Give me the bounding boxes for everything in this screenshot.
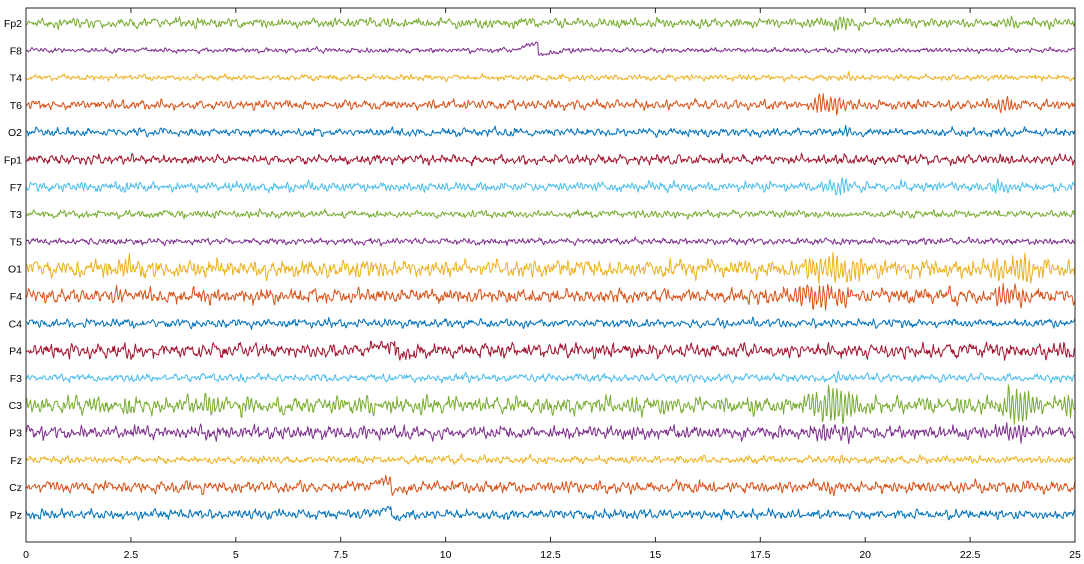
trace-t4 xyxy=(25,71,1076,83)
x-tick-label: 20 xyxy=(859,549,871,561)
x-tick-label: 15 xyxy=(650,549,662,561)
trace-o2 xyxy=(25,124,1076,138)
x-tick-label: 17.5 xyxy=(750,549,771,561)
trace-fp1 xyxy=(25,152,1076,167)
trace-c4 xyxy=(25,316,1076,330)
channel-label-pz: Pz xyxy=(10,509,22,521)
x-tick-label: 0 xyxy=(23,549,29,561)
channel-label-c3: C3 xyxy=(9,400,23,412)
trace-t6 xyxy=(25,93,1076,116)
trace-f3 xyxy=(25,370,1076,384)
channel-label-cz: Cz xyxy=(9,482,22,494)
x-tick-label: 7.5 xyxy=(333,549,348,561)
plot-frame xyxy=(25,7,1076,543)
trace-t3 xyxy=(25,208,1076,220)
x-tick-label: 10 xyxy=(440,549,452,561)
trace-f4 xyxy=(25,282,1076,311)
x-tick-label: 22.5 xyxy=(960,549,981,561)
trace-fp2 xyxy=(25,15,1076,32)
channel-label-c4: C4 xyxy=(9,318,23,330)
trace-fz xyxy=(25,453,1076,465)
channel-label-p4: P4 xyxy=(9,346,22,358)
x-tick-label: 12.5 xyxy=(540,549,561,561)
channel-label-o2: O2 xyxy=(8,127,22,139)
channel-label-p3: P3 xyxy=(9,428,22,440)
x-tick-label: 25 xyxy=(1069,549,1081,561)
channel-label-o1: O1 xyxy=(8,264,22,276)
trace-pz xyxy=(25,505,1076,522)
channel-label-t5: T5 xyxy=(10,236,22,248)
trace-t5 xyxy=(25,236,1076,247)
channel-labels-group: Fp2 F8 T4 T6 O2 Fp1 F7 T3 T5 O1 F4 C4 P4 F3 C3 P3 Fz Cz Pz xyxy=(4,18,22,521)
trace-p3 xyxy=(25,422,1076,445)
trace-f8 xyxy=(25,41,1076,57)
channel-label-t3: T3 xyxy=(10,209,22,221)
channel-label-fp1: Fp1 xyxy=(4,155,22,167)
channel-label-t6: T6 xyxy=(10,100,22,112)
trace-f7 xyxy=(25,177,1076,196)
traces-group xyxy=(25,15,1076,522)
channel-label-t4: T4 xyxy=(10,73,22,85)
trace-p4 xyxy=(25,340,1076,361)
channel-label-fz: Fz xyxy=(10,455,22,467)
channel-label-f3: F3 xyxy=(10,373,22,385)
plot-area xyxy=(26,8,1075,542)
x-tick-label: 2.5 xyxy=(124,549,139,561)
x-tick-label: 5 xyxy=(233,549,239,561)
channel-label-f4: F4 xyxy=(10,291,22,303)
channel-label-f7: F7 xyxy=(10,182,22,194)
trace-c3 xyxy=(25,384,1076,425)
trace-o1 xyxy=(25,251,1076,284)
channel-label-f8: F8 xyxy=(10,45,22,57)
channel-label-fp2: Fp2 xyxy=(4,18,22,30)
trace-cz xyxy=(25,474,1076,497)
